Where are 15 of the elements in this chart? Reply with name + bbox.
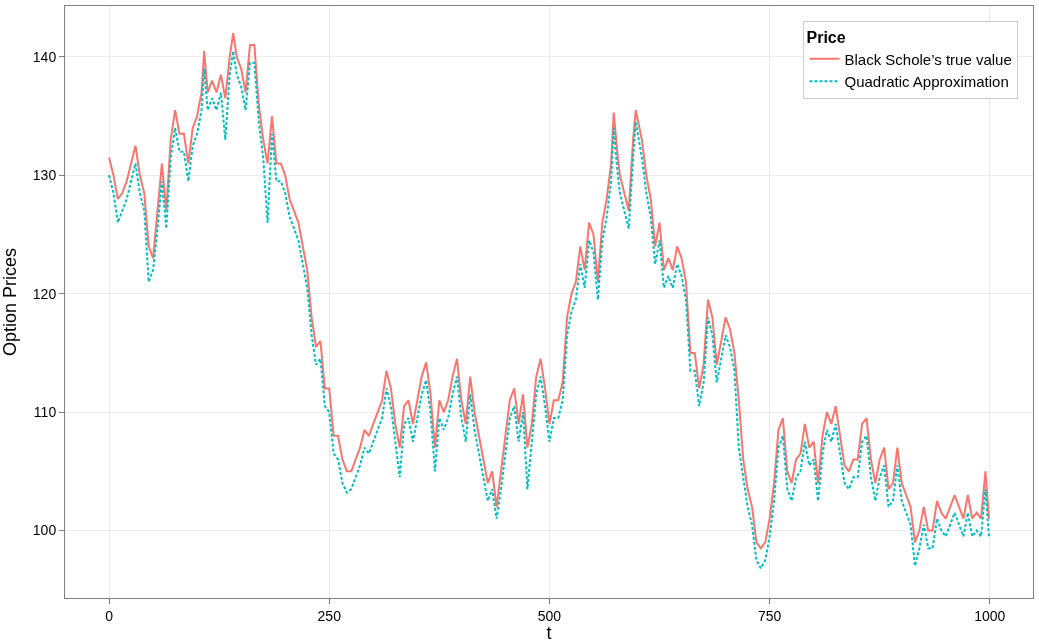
x-tick-label: 750 [757, 607, 782, 624]
x-tick-label: 0 [105, 607, 114, 624]
x-axis-title: t [546, 623, 552, 643]
x-tick-label: 1000 [974, 607, 1006, 624]
y-tick-label: 130 [32, 167, 57, 184]
y-tick-label: 110 [33, 404, 57, 421]
legend-label: Quadratic Approximation [844, 73, 1009, 91]
y-tick-label: 100 [32, 522, 57, 539]
y-axis-title: Option Prices [0, 247, 20, 357]
y-tick-label: 120 [32, 285, 57, 302]
legend-label: Black Schole’s true value [844, 50, 1012, 68]
legend-title: Price [806, 28, 846, 46]
x-tick-label: 500 [537, 607, 562, 624]
x-tick-label: 250 [317, 607, 342, 624]
y-tick-label: 140 [32, 48, 57, 65]
